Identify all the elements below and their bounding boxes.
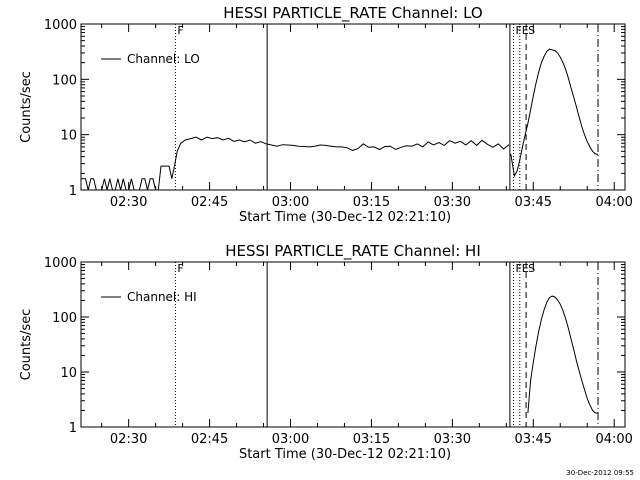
series-line bbox=[527, 295, 598, 414]
marker-label: F bbox=[516, 24, 522, 37]
x-tick-label: 02:45 bbox=[191, 432, 228, 447]
x-tick-label: 03:30 bbox=[434, 195, 471, 210]
y-tick-label: 10 bbox=[60, 366, 77, 381]
x-tick-label: 03:15 bbox=[353, 432, 390, 447]
timestamp-label: 30-Dec-2012 09:55 bbox=[566, 469, 634, 477]
x-tick-label: 03:45 bbox=[515, 195, 552, 210]
legend-label: Channel: LO bbox=[127, 52, 200, 66]
y-tick-label: 100 bbox=[52, 311, 77, 326]
x-tick-label: 03:15 bbox=[353, 195, 390, 210]
x-tick-label: 02:30 bbox=[110, 432, 147, 447]
chart-title: HESSI PARTICLE_RATE Channel: HI bbox=[225, 242, 481, 261]
y-axis-label: Counts/sec bbox=[19, 309, 34, 381]
y-tick-label: 1000 bbox=[44, 18, 77, 33]
marker-label: F bbox=[516, 262, 522, 275]
marker-label: F bbox=[177, 262, 183, 275]
y-tick-label: 10 bbox=[60, 129, 77, 144]
x-tick-label: 03:00 bbox=[272, 195, 309, 210]
x-tick-label: 03:00 bbox=[272, 432, 309, 447]
x-tick-label: 04:00 bbox=[595, 195, 632, 210]
series-line bbox=[81, 136, 510, 191]
x-tick-label: 04:00 bbox=[595, 432, 632, 447]
chart-title: HESSI PARTICLE_RATE Channel: LO bbox=[223, 4, 482, 23]
series-line bbox=[510, 48, 599, 178]
legend-label: Channel: HI bbox=[127, 290, 197, 304]
x-axis-label: Start Time (30-Dec-12 02:21:10) bbox=[239, 447, 451, 462]
y-tick-label: 1000 bbox=[44, 256, 77, 271]
marker-label: F bbox=[177, 24, 183, 37]
x-tick-label: 02:30 bbox=[110, 195, 147, 210]
chart-panel-2: HESSI PARTICLE_RATE Channel: HI 1 10 100 100… bbox=[19, 242, 633, 462]
marker-label: S bbox=[528, 262, 535, 275]
plot-frame bbox=[80, 261, 626, 428]
y-tick-label: 1 bbox=[69, 421, 77, 436]
y-axis-label: Counts/sec bbox=[19, 71, 34, 143]
marker-label: S bbox=[528, 24, 535, 37]
x-tick-label: 03:30 bbox=[434, 432, 471, 447]
x-axis-label: Start Time (30-Dec-12 02:21:10) bbox=[239, 210, 451, 225]
chart-panel-1: HESSI PARTICLE_RATE Channel: LO 1 10 100 100… bbox=[19, 4, 633, 225]
marker-label: E bbox=[522, 24, 529, 37]
marker-label: E bbox=[522, 262, 529, 275]
y-tick-label: 100 bbox=[52, 73, 77, 88]
plot-frame bbox=[80, 23, 626, 191]
x-tick-label: 03:45 bbox=[515, 432, 552, 447]
x-tick-label: 02:45 bbox=[191, 195, 228, 210]
y-tick-label: 1 bbox=[69, 184, 77, 199]
